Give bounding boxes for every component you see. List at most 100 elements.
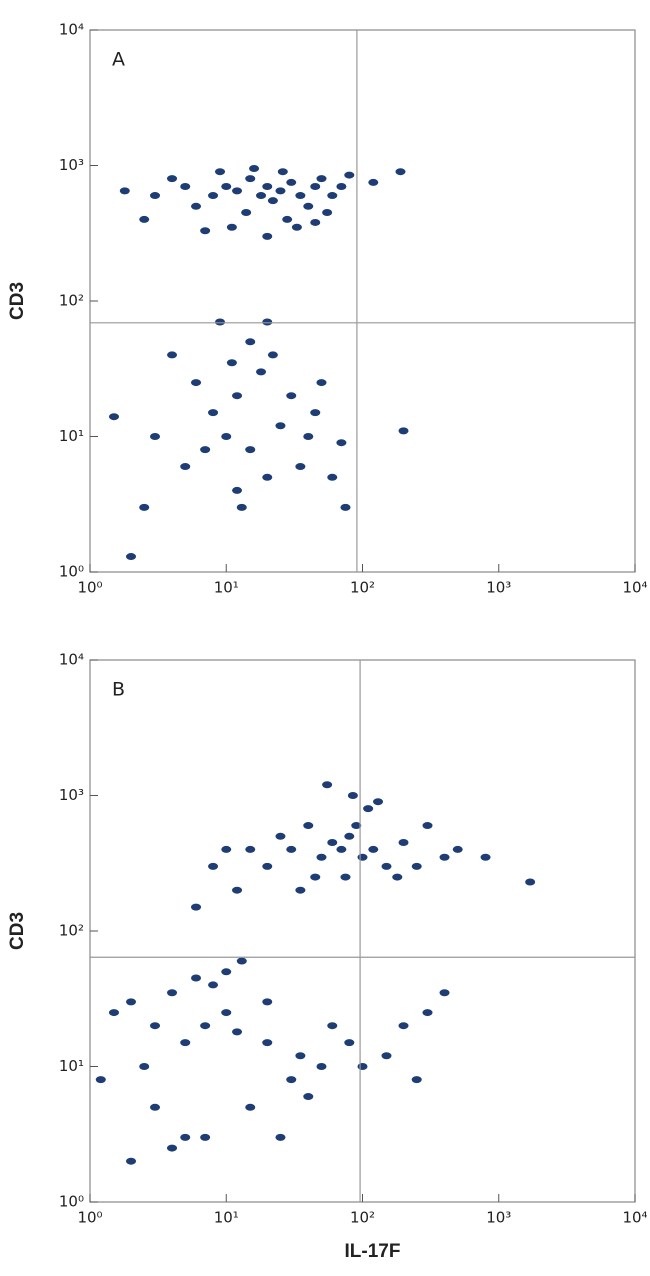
dot: [232, 1028, 243, 1036]
dot: [398, 838, 409, 846]
dot: [357, 853, 368, 861]
x-tick-label: 10²: [350, 579, 375, 597]
dot: [336, 439, 347, 447]
plot-frame: [89, 29, 636, 573]
dot: [295, 1052, 306, 1060]
dot: [232, 886, 243, 894]
dot: [215, 318, 226, 326]
dot: [126, 1157, 137, 1165]
dot: [262, 998, 273, 1006]
dot: [310, 218, 321, 226]
dot: [262, 318, 273, 326]
dot: [262, 862, 273, 870]
dot: [275, 832, 286, 840]
y-axis-label: CD3: [7, 912, 28, 950]
dot: [327, 192, 338, 200]
dot: [221, 433, 232, 440]
dot: [368, 845, 379, 853]
x-tick-label: 10¹: [214, 579, 239, 597]
x-tick-label: 10⁰: [77, 1209, 102, 1227]
dot: [208, 192, 219, 200]
dot: [221, 182, 232, 190]
dot: [236, 957, 247, 965]
dot: [327, 1022, 338, 1030]
dot: [303, 202, 314, 210]
dot: [221, 845, 232, 853]
y-tick-label: 10⁴: [59, 651, 84, 669]
x-axis-label: IL-17F: [345, 1241, 401, 1262]
dot: [226, 359, 237, 367]
dot: [363, 805, 374, 813]
dot: [336, 845, 347, 853]
dot: [439, 853, 450, 861]
x-tick-label: 10¹: [214, 1209, 239, 1227]
dot: [282, 215, 293, 223]
y-tick-label: 10⁴: [59, 21, 84, 39]
dot: [221, 1009, 232, 1017]
dot: [180, 182, 191, 190]
panel-label: B: [112, 679, 125, 701]
dot: [310, 409, 321, 417]
dot: [150, 192, 161, 200]
dot: [262, 182, 273, 190]
dot: [392, 873, 403, 881]
dot: [310, 873, 321, 881]
dot: [316, 853, 327, 861]
dot: [150, 433, 161, 440]
dot: [126, 998, 137, 1006]
dot: [422, 1009, 433, 1017]
dot: [191, 202, 202, 210]
dot: [108, 413, 119, 421]
dot: [316, 175, 327, 183]
y-tick-label: 10¹: [59, 427, 84, 445]
dot: [316, 1063, 327, 1070]
dot: [452, 845, 463, 853]
dot: [277, 168, 288, 176]
dot: [167, 1144, 178, 1152]
dot: [221, 968, 232, 976]
dot: [439, 989, 450, 997]
y-tick-label: 10²: [59, 922, 84, 940]
dot: [267, 351, 278, 359]
dot: [167, 175, 178, 183]
x-tick-label: 10²: [350, 1209, 375, 1227]
dot: [373, 798, 384, 806]
dot: [200, 1022, 211, 1030]
dot: [327, 838, 338, 846]
dot: [245, 338, 256, 346]
dot: [126, 553, 137, 561]
dot: [180, 463, 191, 471]
dot: [249, 165, 260, 173]
dot: [322, 781, 333, 789]
dot: [150, 1022, 161, 1030]
dot: [191, 903, 202, 911]
dot: [368, 178, 379, 186]
dot: [286, 1076, 297, 1084]
y-tick-label: 10¹: [59, 1057, 84, 1075]
dot: [327, 473, 338, 481]
dot: [95, 1076, 106, 1084]
y-tick-label: 10⁰: [59, 1193, 84, 1211]
dot: [381, 1052, 392, 1060]
dot: [291, 223, 302, 231]
dot: [398, 427, 409, 435]
dot: [275, 187, 286, 195]
dot: [357, 1063, 368, 1070]
panel-label: A: [112, 49, 125, 71]
dot: [167, 351, 178, 359]
dot: [119, 187, 130, 195]
dot: [381, 862, 392, 870]
dot: [245, 175, 256, 183]
dot: [241, 208, 252, 216]
dot: [344, 171, 355, 179]
dot: [275, 1133, 286, 1141]
dot: [398, 1022, 409, 1030]
dot: [303, 822, 314, 830]
dot: [256, 192, 267, 200]
dot: [295, 886, 306, 894]
dot: [351, 822, 362, 830]
dot: [395, 168, 406, 176]
dot: [180, 1039, 191, 1047]
dot: [256, 368, 267, 376]
